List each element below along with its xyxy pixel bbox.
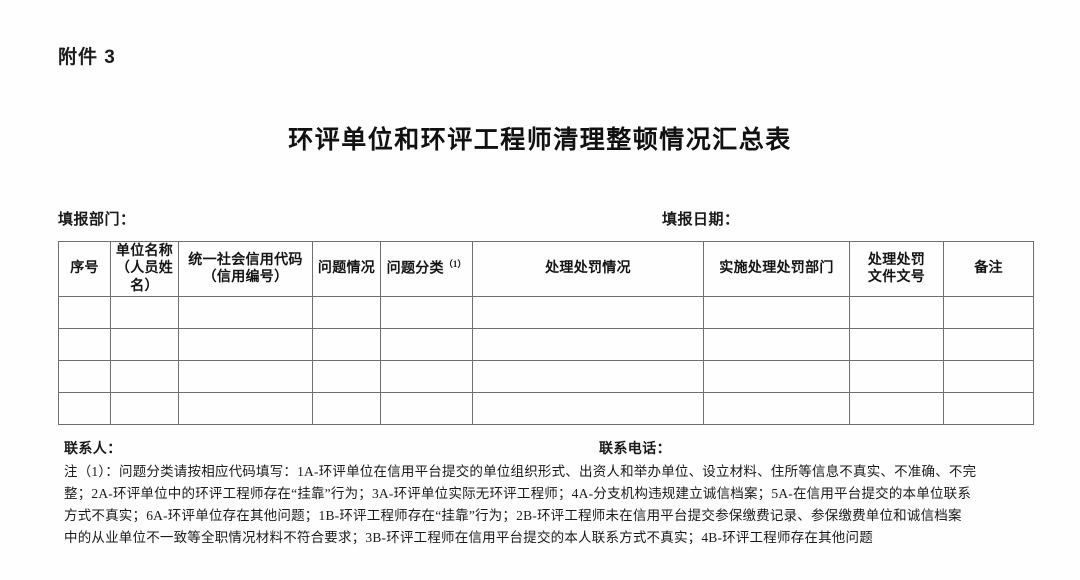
col-header-unit-name-line2: （人员姓名） (115, 261, 174, 294)
col-header-problem-category-line1: 问题分类（1） (381, 259, 472, 278)
cell-penalty-document-number[interactable] (849, 328, 944, 361)
document-title: 环评单位和环评工程师清理整顿情况汇总表 (288, 127, 792, 154)
cell-penalty-document-number[interactable] (849, 360, 944, 393)
cell-serial[interactable] (58, 296, 111, 329)
col-header-unit-name: 单位名称 （人员姓名） (110, 241, 179, 297)
cell-remarks[interactable] (943, 296, 1034, 329)
col-header-serial-line1: 序号 (70, 261, 99, 277)
cell-enforcing-department[interactable] (703, 328, 850, 361)
cell-credit-code[interactable] (178, 360, 313, 393)
reporting-date-label: 填报日期： (662, 212, 740, 228)
cell-unit-name[interactable] (110, 296, 179, 329)
col-header-problem-category-footnote-marker: （1） (443, 259, 467, 270)
col-header-problem-situation-line1: 问题情况 (317, 261, 376, 277)
table-row (58, 392, 1034, 425)
footnote-line: 中的从业单位不一致等全职情况材料不符合要求；3B-环评工程师在信用平台提交的本人… (64, 530, 873, 545)
cell-credit-code[interactable] (178, 328, 313, 361)
col-header-penalty-document-number-line1: 处理处罚 (867, 252, 926, 268)
cell-problem-category[interactable] (380, 296, 473, 329)
cell-serial[interactable] (58, 392, 111, 425)
col-header-problem-category-text: 问题分类 (386, 262, 444, 278)
cell-enforcing-department[interactable] (703, 360, 850, 393)
cell-penalty-document-number[interactable] (849, 296, 944, 329)
cell-penalty-situation[interactable] (472, 328, 704, 361)
col-header-penalty-document-number: 处理处罚 文件文号 (849, 241, 944, 297)
cell-problem-category[interactable] (380, 360, 473, 393)
cell-problem-situation[interactable] (312, 296, 381, 329)
cell-problem-category[interactable] (380, 392, 473, 425)
reporting-department-label: 填报部门： (58, 212, 136, 228)
cell-problem-category[interactable] (380, 328, 473, 361)
col-header-problem-situation: 问题情况 (312, 241, 381, 297)
footnote-line: 整；2A-环评单位中的环评工程师存在“挂靠”行为；3A-环评单位实际无环评工程师… (64, 486, 972, 501)
cell-unit-name[interactable] (110, 392, 179, 425)
col-header-serial: 序号 (58, 241, 111, 297)
cell-credit-code[interactable] (178, 296, 313, 329)
cell-unit-name[interactable] (110, 328, 179, 361)
col-header-enforcing-department: 实施处理处罚部门 (703, 241, 850, 297)
col-header-remarks-line1: 备注 (974, 261, 1003, 277)
col-header-unit-name-line1: 单位名称 (115, 243, 174, 259)
table-row (58, 360, 1034, 393)
footnote-block: 注（1）：问题分类请按相应代码填写：1A-环评单位在信用平台提交的单位组织形式、… (64, 461, 1026, 549)
footnote-line: 方式不真实；6A-环评单位存在其他问题；1B-环评工程师存在“挂靠”行为；2B-… (64, 508, 962, 523)
col-header-penalty-document-number-line2: 文件文号 (867, 270, 926, 285)
col-header-enforcing-department-line1: 实施处理处罚部门 (719, 261, 834, 277)
cell-penalty-document-number[interactable] (849, 392, 944, 425)
col-header-credit-code: 统一社会信用代码 （信用编号） (178, 241, 313, 297)
form-table-wrapper: 序号 单位名称 （人员姓名） 统一社会信用代码 （信用编号） 问题情况 问题分类 (58, 241, 1034, 425)
meta-row: 填报部门： 填报日期： (58, 208, 1032, 230)
cell-enforcing-department[interactable] (703, 392, 850, 425)
cell-remarks[interactable] (943, 328, 1034, 361)
table-header-row: 序号 单位名称 （人员姓名） 统一社会信用代码 （信用编号） 问题情况 问题分类 (58, 241, 1034, 297)
cell-credit-code[interactable] (178, 392, 313, 425)
footnote-line: 注（1）：问题分类请按相应代码填写：1A-环评单位在信用平台提交的单位组织形式、… (64, 464, 977, 479)
cell-penalty-situation[interactable] (472, 392, 704, 425)
col-header-problem-category: 问题分类（1） (380, 241, 473, 297)
contact-phone-label: 联系电话： (599, 442, 671, 457)
col-header-penalty-situation: 处理处罚情况 (472, 241, 704, 297)
cell-penalty-situation[interactable] (472, 360, 704, 393)
col-header-credit-code-line1: 统一社会信用代码 (188, 252, 303, 268)
table-row (58, 296, 1034, 329)
table-row (58, 328, 1034, 361)
cell-remarks[interactable] (943, 360, 1034, 393)
cell-problem-situation[interactable] (312, 328, 381, 361)
cell-remarks[interactable] (943, 392, 1034, 425)
cell-unit-name[interactable] (110, 360, 179, 393)
attachment-label: 附件 3 (58, 47, 116, 68)
cell-enforcing-department[interactable] (703, 296, 850, 329)
contact-person-label: 联系人： (64, 442, 122, 457)
col-header-penalty-situation-line1: 处理处罚情况 (545, 261, 631, 277)
contact-row: 联系人： 联系电话： (64, 438, 1032, 458)
col-header-remarks: 备注 (943, 241, 1034, 297)
cell-problem-situation[interactable] (312, 392, 381, 425)
table-body (58, 296, 1034, 425)
summary-table: 序号 单位名称 （人员姓名） 统一社会信用代码 （信用编号） 问题情况 问题分类 (58, 241, 1034, 425)
col-header-credit-code-line2: （信用编号） (202, 270, 289, 285)
cell-serial[interactable] (58, 328, 111, 361)
cell-serial[interactable] (58, 360, 111, 393)
cell-penalty-situation[interactable] (472, 296, 704, 329)
cell-problem-situation[interactable] (312, 360, 381, 393)
